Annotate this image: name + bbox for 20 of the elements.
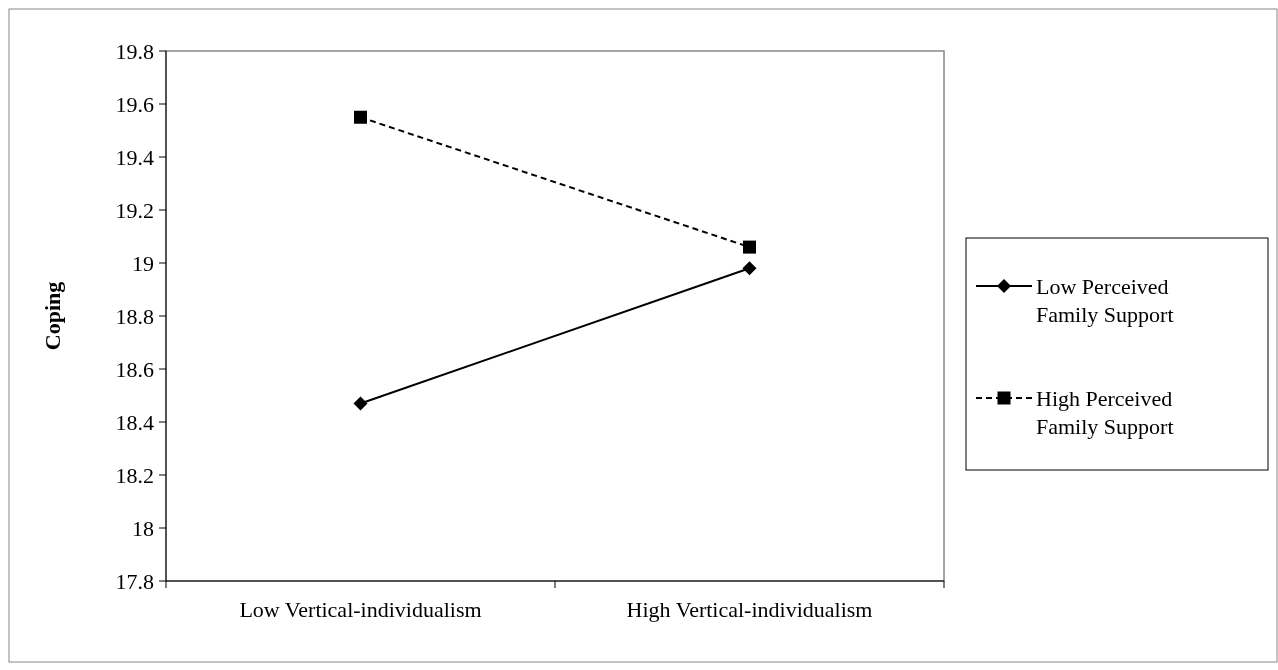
y-tick-label: 19.2 <box>115 197 154 223</box>
y-tick-label: 18.6 <box>115 356 154 382</box>
y-tick-label: 19.4 <box>115 144 154 170</box>
y-tick-label: 17.8 <box>115 568 154 594</box>
y-tick-label: 18.2 <box>115 462 154 488</box>
y-tick-label: 18.8 <box>115 303 154 329</box>
point <box>743 240 756 254</box>
y-tick-label: 19.6 <box>115 91 154 117</box>
y-axis-title: Coping <box>40 281 65 351</box>
y-tick-label: 19 <box>132 250 154 276</box>
point <box>353 396 368 411</box>
x-tick-label: High Vertical-individualism <box>626 597 873 622</box>
point <box>742 261 757 276</box>
point <box>354 110 367 124</box>
x-tick-label: Low Vertical-individualism <box>239 597 482 622</box>
legend-label: Low Perceived Family Support <box>1036 273 1174 328</box>
y-tick-label: 18 <box>132 515 154 541</box>
y-tick-label: 18.4 <box>115 409 154 435</box>
y-tick-label: 19.8 <box>115 38 154 64</box>
legend-label: High Perceived Family Support <box>1036 385 1174 440</box>
